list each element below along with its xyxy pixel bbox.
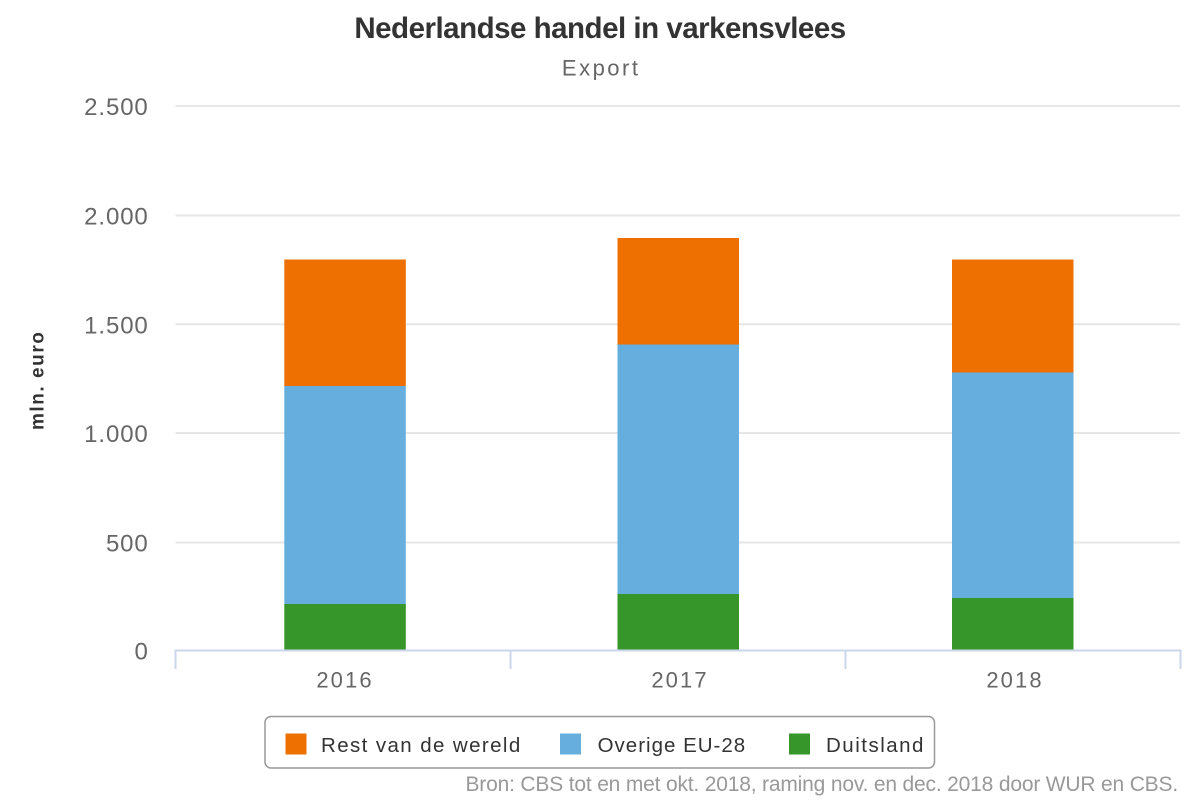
svg-text:Duitsland: Duitsland <box>826 734 925 757</box>
svg-text:2017: 2017 <box>651 667 708 692</box>
svg-text:2.000: 2.000 <box>84 204 149 231</box>
svg-text:0: 0 <box>134 639 148 666</box>
svg-text:mln. euro: mln. euro <box>28 331 49 430</box>
svg-text:2.500: 2.500 <box>84 94 149 121</box>
svg-text:2016: 2016 <box>316 667 373 692</box>
svg-text:500: 500 <box>106 531 149 558</box>
svg-text:Overige EU-28: Overige EU-28 <box>598 734 747 757</box>
svg-text:Nederlandse handel in varkensv: Nederlandse handel in varkensvlees <box>354 12 845 45</box>
svg-text:Export: Export <box>562 55 641 80</box>
svg-text:Rest van de wereld: Rest van de wereld <box>321 734 522 757</box>
svg-text:2018: 2018 <box>986 667 1043 692</box>
svg-text:Bron: CBS tot en met okt. 2018: Bron: CBS tot en met okt. 2018, raming n… <box>465 773 1178 796</box>
svg-text:1.000: 1.000 <box>84 421 149 448</box>
svg-text:1.500: 1.500 <box>84 312 149 339</box>
